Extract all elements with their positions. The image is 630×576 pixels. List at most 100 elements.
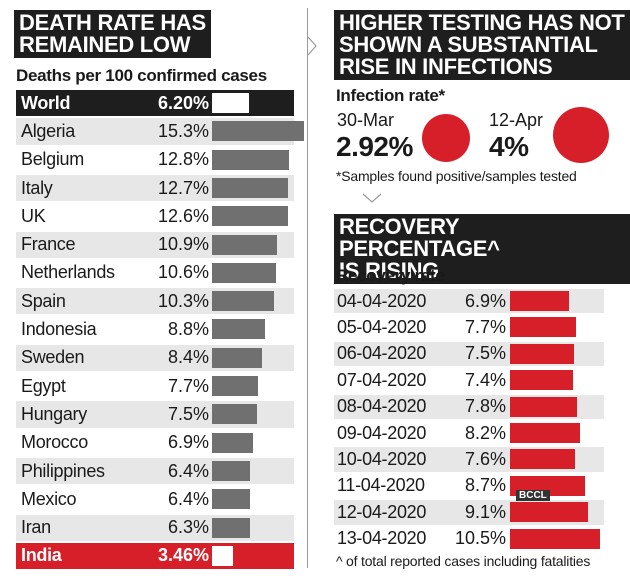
death-rate-bar [212,319,265,340]
recovery-rate-value: 9.1% [464,501,506,522]
death-rate-bar [212,234,278,255]
death-rate-value: 6.9% [167,432,209,453]
country-label: Belgium [21,149,84,170]
recovery-date-label: 04-04-2020 [337,290,427,311]
country-row: France 10.9% [16,231,294,258]
testing-title-line-2: SHOWN A SUBSTANTIAL [339,32,598,57]
country-row: Indonesia 8.8% [16,316,294,342]
recovery-row: 08-04-2020 7.8% [334,394,604,419]
death-rate-bar [212,93,250,113]
recovery-row: 06-04-2020 7.5% [334,341,604,367]
country-label: India [21,545,62,566]
recovery-rate-bar [510,343,575,364]
country-row: Belgium 12.8% [16,147,294,173]
infection-circle-1 [422,114,470,162]
recovery-rate-value: 7.4% [464,369,506,390]
recovery-rate-bar [510,317,576,338]
recovery-rate-bar [510,423,581,443]
recovery-rate-value: 6.9% [464,290,506,311]
recovery-row: 11-04-2020 8.7% [334,474,604,498]
death-rate-value: 6.4% [167,460,209,481]
recovery-row: 07-04-2020 7.4% [334,368,604,392]
country-row: UK 12.6% [16,203,294,229]
death-rate-bar [212,489,251,510]
infection-circle-2 [553,107,609,163]
recovery-row: 13-04-2020 10.5% [334,527,604,551]
death-rate-bar [212,517,250,538]
recovery-title-line-1: RECOVERY PERCENTAGE^ [339,214,500,261]
infection-rate-label: Infection rate* [336,86,445,105]
death-rate-bar [212,206,288,227]
recovery-rate-value: 7.6% [464,449,506,470]
country-row: Spain 10.3% [16,288,294,315]
country-row: Netherlands 10.6% [16,260,294,286]
recovery-date-label: 05-04-2020 [337,317,427,338]
recovery-row: 04-04-2020 6.9% [334,289,604,314]
recovery-date-label: 12-04-2020 [337,501,427,522]
death-rate-value: 12.6% [157,205,209,226]
country-label: Mexico [21,488,77,509]
recovery-date-label: 07-04-2020 [337,369,427,390]
recovery-row: 12-04-2020 9.1% [334,500,604,525]
recovery-rate-value: 7.5% [464,343,506,364]
panel-divider [307,8,308,568]
recovery-note: ^ of total reported cases including fata… [336,553,591,569]
death-rate-subtitle: Deaths per 100 confirmed cases [16,66,267,85]
country-label: Netherlands [21,262,115,283]
recovery-rate-label: Recovery rate [336,266,445,285]
recovery-rate-bar [510,291,570,311]
chevron-down-icon [362,193,382,203]
infection-value-2: 4% [489,131,529,162]
country-label: Spain [21,290,66,311]
death-rate-title: DEATH RATE HAS REMAINED LOW [14,10,211,58]
death-rate-bar [212,347,263,368]
testing-title-line-3: RISE IN INFECTIONS [339,54,553,79]
death-rate-value: 10.3% [157,290,209,311]
recovery-rate-bar [510,502,588,523]
country-label: Philippines [21,460,105,481]
country-row: Morocco 6.9% [16,430,294,456]
recovery-rate-bar [510,396,577,417]
death-rate-value: 8.4% [167,347,209,368]
testing-title-line-1: HIGHER TESTING HAS NOT [339,10,625,35]
death-rate-bar [212,121,304,142]
country-row: Iran 6.3% [16,514,294,541]
country-row: Sweden 8.4% [16,344,294,371]
recovery-rate-bar [510,528,600,549]
recovery-date-label: 10-04-2020 [337,449,427,470]
testing-title: HIGHER TESTING HAS NOT SHOWN A SUBSTANTI… [334,10,630,80]
death-rate-title-line-2: REMAINED LOW [19,32,191,57]
country-label: Italy [21,177,53,198]
recovery-row: 09-04-2020 8.2% [334,421,604,445]
recovery-rate-value: 7.7% [464,317,506,338]
country-row: Italy 12.7% [16,174,294,202]
death-rate-value: 3.46% [157,545,209,566]
death-rate-value: 6.20% [157,92,209,113]
country-label: Algeria [21,120,75,141]
death-rate-bar [212,404,257,425]
recovery-rate-bar [510,370,574,391]
country-label: Sweden [21,347,85,368]
country-label: Indonesia [21,319,97,340]
death-rate-bar [212,432,254,453]
death-rate-bar [212,177,289,198]
recovery-title: RECOVERY PERCENTAGE^ IS RISING [334,214,630,284]
death-rate-value: 12.8% [157,149,209,170]
recovery-date-label: 09-04-2020 [337,422,427,443]
death-rate-bar [212,149,289,170]
recovery-title-line-2: IS RISING [339,258,439,283]
death-rate-value: 8.8% [167,319,209,340]
death-rate-bar [212,460,251,481]
infection-date-1: 30-Mar [337,110,395,130]
country-label: UK [21,205,46,226]
country-label: Morocco [21,432,88,453]
recovery-date-label: 08-04-2020 [337,396,427,417]
death-rate-value: 6.4% [167,488,209,509]
country-row: Mexico 6.4% [16,486,294,512]
recovery-rate-value: 8.7% [464,475,506,496]
death-rate-bar [212,376,259,396]
chevron-right-icon [307,36,317,56]
recovery-rate-value: 10.5% [454,528,506,549]
death-rate-value: 10.6% [157,262,209,283]
country-row: Hungary 7.5% [16,401,294,428]
